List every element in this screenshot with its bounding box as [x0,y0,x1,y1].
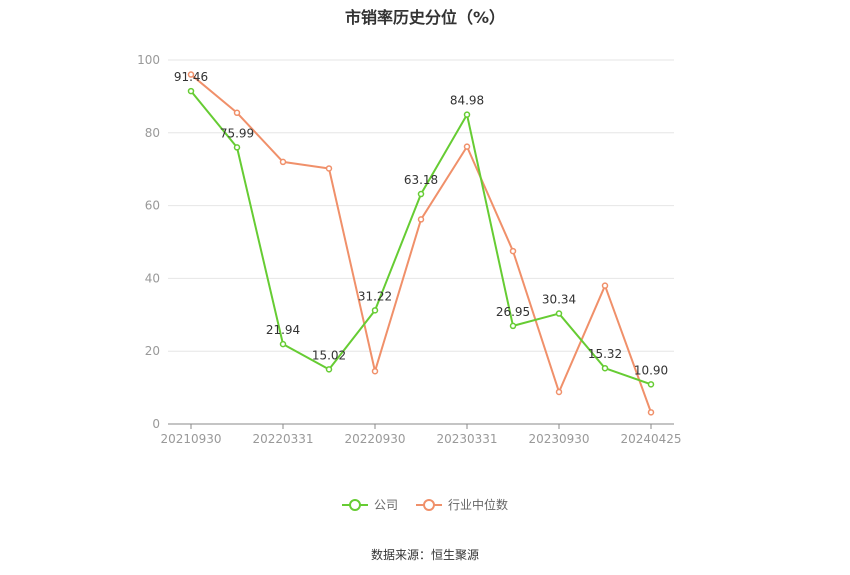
company-data-label: 15.02 [312,348,346,362]
y-tick-label: 40 [145,271,160,285]
company-point [325,366,333,373]
data-labels: 91.46 75.99 21.94 15.02 31.22 63.18 84.98 26.95… [174,70,668,377]
industry-point [187,71,195,78]
y-tick-label: 100 [137,53,160,67]
company-data-label: 63.18 [404,173,438,187]
grid-lines [168,59,674,352]
company-point [233,144,241,151]
company-data-label: 75.99 [220,126,254,140]
legend-company-label: 公司 [373,498,398,512]
company-data-label: 91.46 [174,70,208,84]
industry-point [647,409,655,416]
industry-point [463,143,471,150]
y-tick-label: 60 [145,199,160,213]
y-tick-label: 0 [152,417,160,431]
industry-point [371,367,379,375]
company-point [371,307,379,314]
industry-point [601,282,609,289]
data-source: 数据来源：恒生聚源 [370,548,479,562]
company-data-label: 26.95 [496,305,530,319]
industry-point [233,109,241,117]
x-tick-label: 20210930 [160,432,221,446]
y-tick-label: 20 [145,344,160,358]
company-point [601,364,609,372]
x-tick-label: 20230331 [436,432,497,446]
x-tick-label: 20220930 [344,432,405,446]
industry-point [509,247,517,255]
company-line [190,90,652,386]
x-tick-label: 20230930 [528,432,589,446]
legend-item-company[interactable]: 公司 [341,496,398,513]
x-tick-label: 20220331 [252,432,313,446]
company-point [509,322,517,330]
legend-item-industry[interactable]: 行业中位数 [416,496,508,513]
company-data-label: 31.22 [358,289,392,303]
legend: 公司 行业中位数 [0,496,850,513]
series-company [187,87,655,388]
legend-industry-marker-icon [416,498,442,512]
legend-company-marker-icon [341,498,368,512]
industry-point [325,165,333,172]
x-axis: 20210930 20220331 20220930 20230331 20230930… [160,423,682,446]
company-data-label: 21.94 [266,323,300,337]
y-axis: 0 20 40 60 80 100 [137,53,160,431]
company-data-label: 30.34 [542,293,576,307]
company-point [279,340,287,348]
industry-point [279,158,287,166]
company-point [187,87,195,95]
company-data-label: 10.90 [634,363,668,377]
company-point [417,190,425,198]
x-tick-label: 20240425 [620,432,681,446]
company-point [555,310,563,317]
legend-industry-label: 行业中位数 [448,498,509,512]
company-point [463,111,471,118]
industry-point [417,216,425,223]
company-point [647,381,655,388]
company-data-label: 15.32 [588,347,622,361]
series-industry [187,71,655,416]
company-data-label: 84.98 [450,94,484,108]
y-tick-label: 80 [145,126,160,140]
chart-title: 市销率历史分位（%） [344,8,506,27]
industry-point [555,388,563,396]
